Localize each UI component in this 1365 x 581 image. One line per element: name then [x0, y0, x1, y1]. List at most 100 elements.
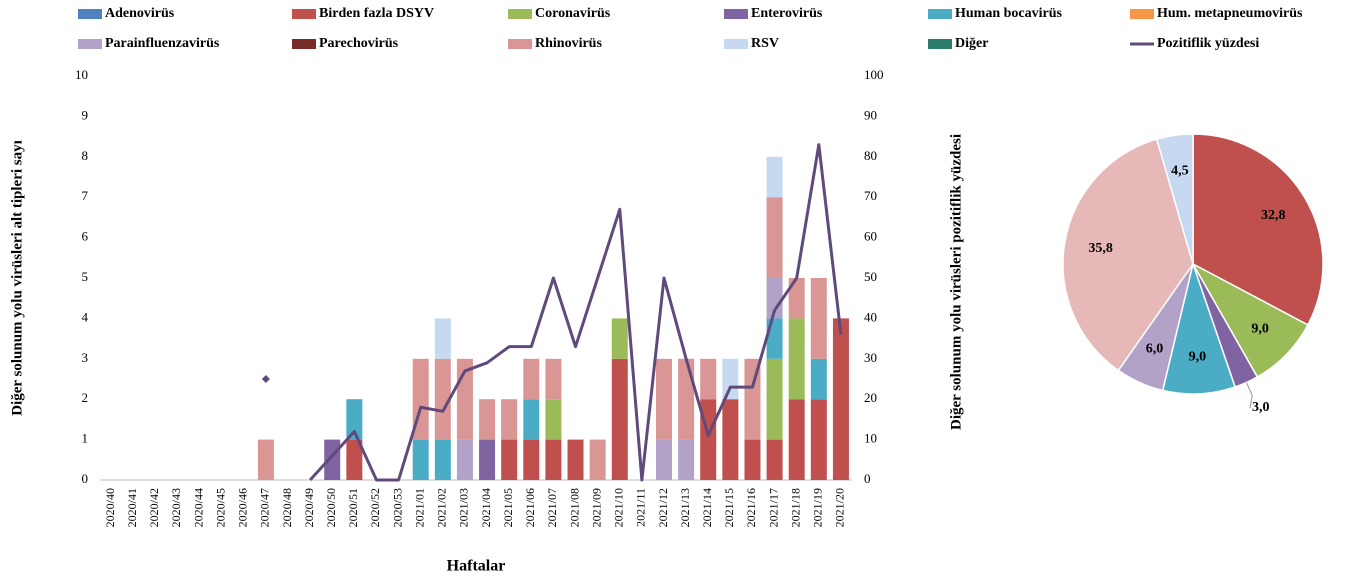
bar-segment [611, 358, 628, 480]
y-tick-label: 10 [75, 67, 88, 82]
x-tick-label: 2020/42 [147, 488, 161, 527]
legend-swatch [508, 39, 532, 49]
x-tick-label: 2021/04 [479, 488, 493, 527]
pie-slice [1155, 133, 1194, 265]
y-tick-label: 8 [82, 148, 89, 163]
legend-swatch [292, 9, 316, 19]
pie-slice [1192, 133, 1324, 326]
x-axis-label: Haftalar [447, 558, 506, 575]
y-tick-label: 2 [82, 390, 89, 405]
x-tick-label: 2021/08 [567, 488, 581, 527]
y2-tick-label: 30 [864, 350, 877, 365]
x-tick-label: 2021/13 [678, 488, 692, 527]
pie-slice [1062, 138, 1194, 372]
bar-segment [346, 439, 363, 480]
bar-segment [523, 439, 540, 480]
x-tick-label: 2021/18 [788, 488, 802, 527]
x-tick-label: 2021/10 [612, 488, 626, 527]
y-tick-label: 6 [82, 229, 89, 244]
legend-swatch [724, 9, 748, 19]
y-tick-label: 1 [82, 431, 89, 446]
y2-tick-label: 100 [864, 67, 884, 82]
line [309, 143, 843, 482]
y-tick-label: 9 [82, 107, 89, 122]
legend-swatch [928, 9, 952, 19]
y-tick-label: 0 [82, 471, 89, 486]
y-tick-label: 5 [82, 269, 89, 284]
y2-tick-label: 40 [864, 309, 877, 324]
bar-segment [589, 439, 606, 480]
bar-segment [766, 358, 783, 440]
legend-label: Hum. metapneumovirüs [1157, 6, 1303, 21]
legend-label: Parechovirüs [319, 36, 399, 51]
legend-label: Diğer [955, 36, 988, 51]
x-tick-label: 2021/17 [766, 488, 780, 527]
bar-segment [456, 439, 473, 480]
bar-segment [788, 318, 805, 400]
pie-label: 3,0 [1252, 400, 1270, 415]
x-tick-label: 2020/47 [258, 488, 272, 527]
y-tick-label: 4 [82, 309, 89, 324]
legend-label: Parainfluenzavirüs [105, 36, 220, 51]
x-tick-label: 2020/49 [302, 488, 316, 527]
bar-segment [766, 439, 783, 480]
bar-segment [810, 278, 827, 359]
x-tick-label: 2021/12 [656, 488, 670, 527]
bar-segment [744, 358, 761, 440]
x-tick-label: 2020/50 [324, 488, 338, 527]
pie-label: 32,8 [1261, 208, 1286, 223]
bar-segment [501, 439, 518, 480]
leader-line [1245, 382, 1253, 409]
pie-label: 4,5 [1171, 164, 1189, 179]
legend-label: Coronavirüs [535, 6, 611, 21]
bar-segment [567, 439, 584, 480]
bar-segment [346, 399, 363, 440]
y2-tick-label: 50 [864, 269, 877, 284]
x-tick-label: 2021/09 [589, 488, 603, 527]
x-tick-label: 2021/11 [634, 488, 648, 527]
bar-segment [434, 358, 451, 440]
legend-label: Adenovirüs [105, 6, 175, 21]
x-tick-label: 2020/45 [213, 488, 227, 527]
line-marker [261, 375, 270, 383]
bar-segment [501, 399, 518, 440]
pie-label: 9,0 [1189, 350, 1207, 365]
y2-tick-label: 90 [864, 107, 877, 122]
bar-segment [766, 156, 783, 198]
x-tick-label: 2021/03 [457, 488, 471, 527]
bar-segment [700, 358, 717, 400]
bar-segment [523, 358, 540, 400]
y-axis-label: Diğer solunum yolu virüsleri alt tipleri… [9, 140, 25, 416]
legend-swatch [78, 9, 102, 19]
bar-segment [766, 197, 783, 278]
legend-label: Human bocavirüs [955, 6, 1063, 21]
x-tick-label: 2020/41 [125, 488, 139, 527]
legend-swatch [508, 9, 532, 19]
x-tick-label: 2020/51 [346, 488, 360, 527]
x-tick-label: 2021/07 [545, 488, 559, 527]
x-tick-label: 2020/40 [103, 488, 117, 527]
bar-segment [434, 439, 451, 480]
bar-segment [678, 439, 695, 480]
y-tick-label: 7 [82, 188, 89, 203]
x-tick-label: 2020/44 [191, 488, 205, 527]
bar-segment [611, 318, 628, 359]
y-tick-label: 3 [82, 350, 89, 365]
x-tick-label: 2021/20 [833, 488, 847, 527]
bar-segment [656, 358, 672, 440]
legend-swatch [724, 39, 748, 49]
bar-segment [479, 399, 496, 440]
bar-segment [744, 439, 761, 480]
legend-label: Pozitiflik yüzdesi [1157, 36, 1259, 51]
pie-label: 9,0 [1251, 321, 1269, 336]
x-tick-label: 2020/53 [390, 488, 404, 527]
bar-segment [412, 439, 429, 480]
x-tick-label: 2021/14 [700, 488, 714, 527]
pie-label: 6,0 [1146, 342, 1164, 357]
bar-segment [788, 399, 805, 480]
bar-segment [678, 358, 695, 440]
x-tick-label: 2020/52 [368, 488, 382, 527]
y2-axis-label: Diğer solunum yolu virüsleri pozitiflik … [948, 134, 964, 430]
x-tick-label: 2021/06 [523, 488, 537, 527]
bar-segment [257, 439, 274, 480]
